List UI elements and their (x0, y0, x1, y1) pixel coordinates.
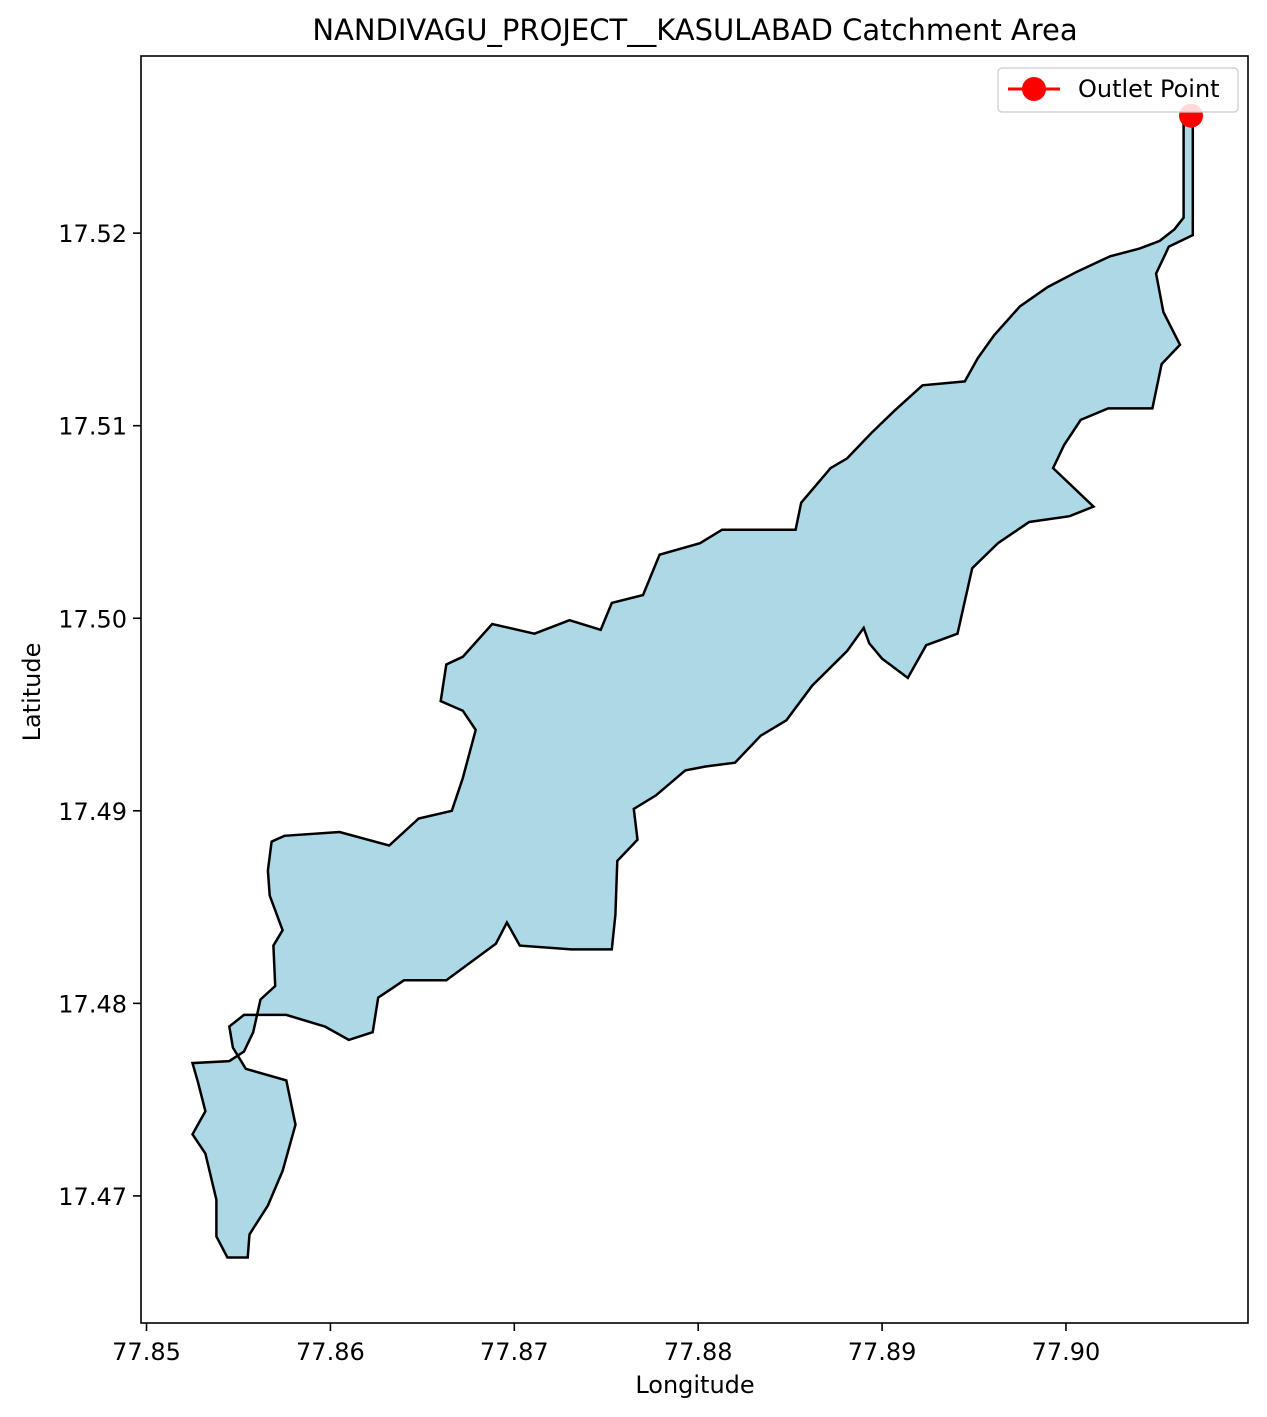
y-tick-label: 17.49 (58, 798, 127, 826)
y-tick-label: 17.47 (58, 1183, 127, 1211)
x-tick-label: 77.87 (480, 1338, 549, 1366)
x-tick-label: 77.90 (1032, 1338, 1101, 1366)
legend-box (997, 67, 1239, 113)
legend-marker-sample (1022, 77, 1046, 101)
y-axis: 17.47 17.48 17.49 17.50 17.51 17.52 (58, 220, 141, 1211)
x-tick-label: 77.89 (848, 1338, 917, 1366)
x-axis-title: Longitude (635, 1371, 754, 1399)
x-tick-label: 77.85 (112, 1338, 181, 1366)
y-tick-label: 17.50 (58, 605, 127, 633)
x-tick-label: 77.88 (664, 1338, 733, 1366)
y-tick-label: 17.51 (58, 413, 127, 441)
y-tick-label: 17.52 (58, 220, 127, 248)
legend-label-outlet-point: Outlet Point (1078, 75, 1220, 103)
x-axis: 77.85 77.86 77.87 77.88 77.89 77.90 (112, 1323, 1100, 1366)
catchment-polygon (190, 114, 1195, 1259)
x-tick-label: 77.86 (296, 1338, 365, 1366)
legend: Outlet Point (997, 67, 1239, 113)
chart-title: NANDIVAGU_PROJECT__KASULABAD Catchment A… (312, 13, 1077, 47)
plot-frame (140, 55, 1249, 1324)
y-tick-label: 17.48 (58, 990, 127, 1018)
y-axis-title: Latitude (18, 643, 46, 742)
